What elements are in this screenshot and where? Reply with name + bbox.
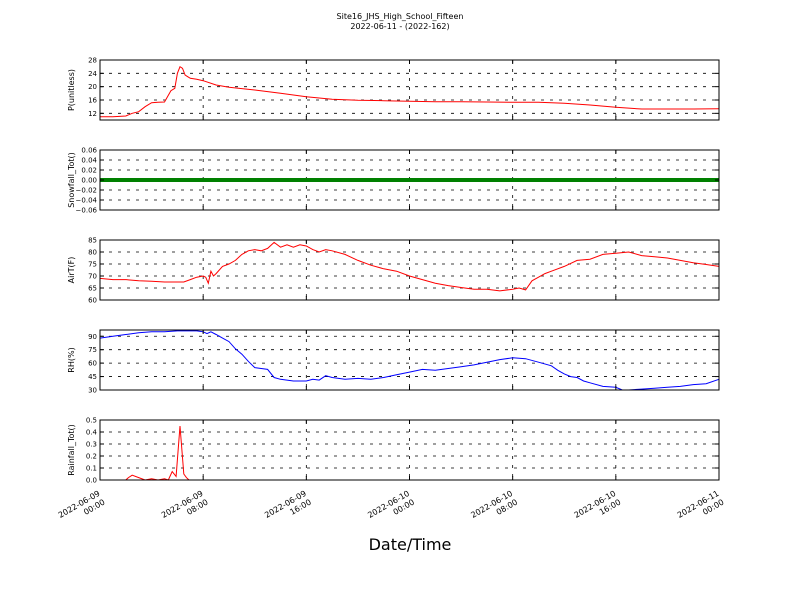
subplot-1: 12 16 20 24 28 P(unitless): [67, 57, 720, 121]
subplot-4: 30 45 60 75 90 RH(%): [67, 329, 720, 395]
subplot-5: 0.0 0.1 0.2 0.3 0.4 0.5 Rainfall_Tot(): [67, 417, 720, 485]
y-axis-label: AirT(F): [67, 257, 76, 284]
y-tick-label: 60: [88, 297, 97, 305]
y-tick-label: 28: [88, 57, 97, 65]
y-tick-label: 60: [88, 360, 97, 368]
y-tick-label: 0.1: [86, 465, 97, 473]
y-axis-label: Rainfall_Tot(): [67, 424, 76, 476]
y-tick-label: 0.5: [86, 417, 97, 425]
y-axis-label: RH(%): [67, 347, 76, 372]
y-tick-label: 65: [88, 285, 97, 293]
subplot-2: −0.06 −0.04 −0.02 0.00 0.02 0.04 0.06 Snowfall_…: [67, 147, 720, 215]
figure-subtitle: 2022-06-11 - (2022-162): [350, 22, 449, 31]
y-axis-label: P(unitless): [67, 69, 76, 111]
y-tick-label: 45: [88, 373, 97, 381]
y-tick-label: 80: [88, 249, 97, 257]
y-tick-label: −0.02: [76, 187, 97, 195]
series-line: [100, 425, 719, 481]
y-tick-label: 16: [88, 97, 97, 105]
y-tick-label: 70: [88, 273, 97, 281]
y-tick-label: 0.0: [86, 477, 97, 485]
y-tick-label: 85: [88, 237, 97, 245]
y-axis-label: Snowfall_Tot(): [67, 152, 76, 208]
subplot-3: 60 65 70 75 80 85 AirT(F): [67, 237, 720, 305]
y-tick-label: 30: [88, 387, 97, 395]
y-tick-label: 0.06: [81, 147, 97, 155]
series-line: [99, 241, 720, 292]
figure-title: Site16_JHS_High_School_Fifteen: [337, 12, 464, 21]
y-tick-label: 90: [88, 333, 97, 341]
y-tick-label: 12: [88, 110, 97, 118]
y-tick-label: 75: [88, 261, 97, 269]
series-line: [100, 65, 720, 118]
y-tick-label: 0.02: [81, 167, 97, 175]
y-tick-label: 0.00: [81, 177, 97, 185]
x-axis-label: Date/Time: [369, 535, 452, 554]
y-tick-label: 24: [88, 70, 97, 78]
y-tick-label: 0.2: [86, 453, 97, 461]
y-tick-label: 0.04: [81, 157, 97, 165]
series-line: [99, 330, 720, 391]
y-tick-label: −0.06: [76, 207, 98, 215]
y-tick-label: 75: [88, 346, 97, 354]
subplots: 1216202428P(unitless)−0.06−0.04−0.020.00…: [67, 57, 720, 485]
y-tick-label: 20: [88, 83, 97, 91]
y-tick-label: 0.3: [86, 441, 97, 449]
y-tick-label: −0.04: [76, 197, 98, 205]
y-tick-label: 0.4: [86, 429, 98, 437]
